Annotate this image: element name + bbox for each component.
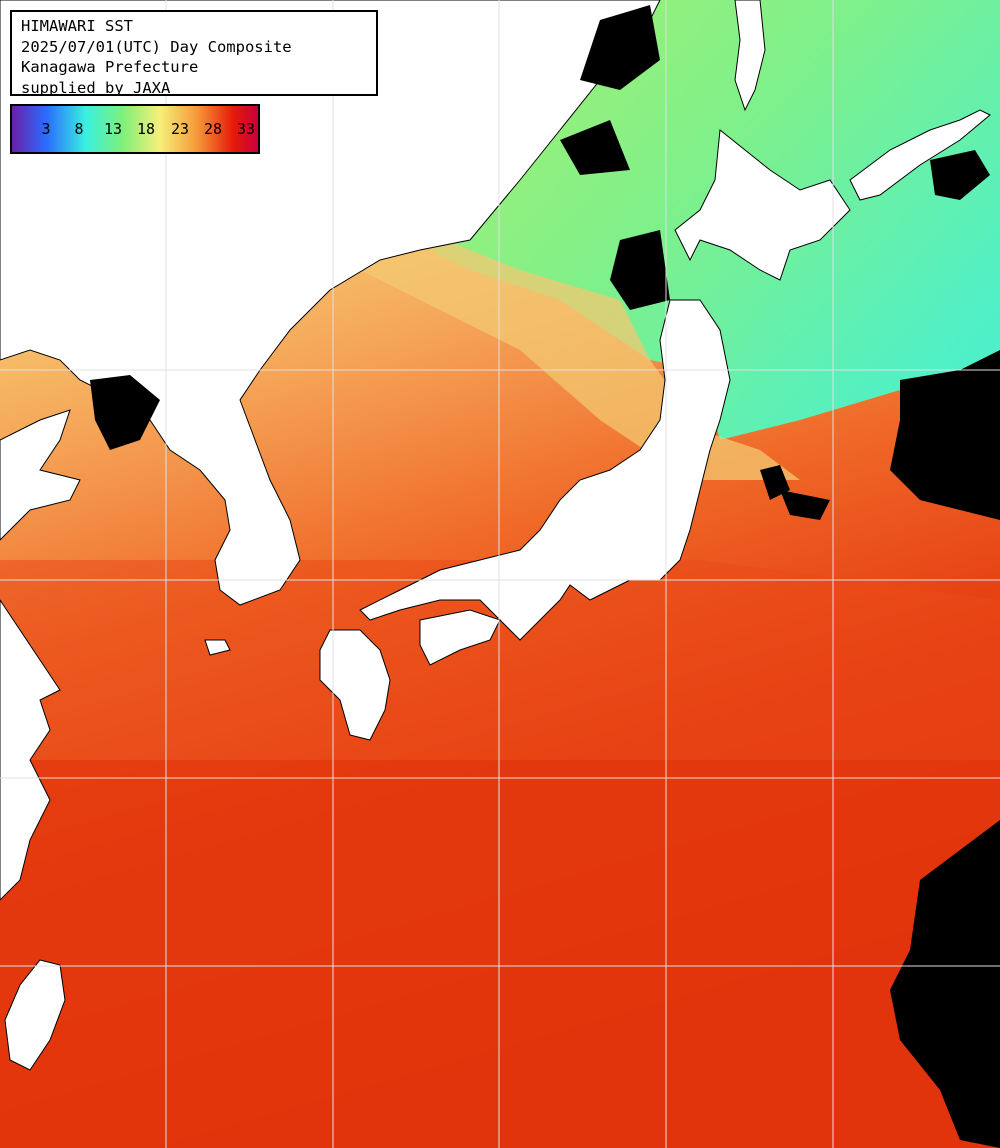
legend-tick: 3 [41,120,51,138]
china-coast [0,599,61,901]
cloud-masked-areas [90,5,1000,1148]
temperature-legend: 3 8 13 18 23 28 33 [10,104,260,154]
title-box: HIMAWARI SST 2025/07/01(UTC) Day Composi… [10,10,378,97]
title-date: 2025/07/01(UTC) Day Composite [21,37,292,56]
legend-tick: 28 [203,120,223,138]
kuroshio-region [0,760,1000,1148]
jeju-island [204,639,231,656]
legend-color-bar [12,106,258,152]
hokkaido-island [674,129,851,281]
sakhalin-island [734,0,766,112]
kuril-islands [849,109,991,201]
title-product: HIMAWARI SST [21,17,133,35]
title-region: Kanagawa Prefecture [21,58,199,76]
title-credit: supplied by JAXA [21,78,171,97]
honshu-island [359,299,731,641]
legend-tick: 33 [236,120,256,138]
legend-tick: 23 [170,120,190,138]
kyushu-island [319,629,391,741]
shandong-peninsula [0,409,81,541]
shikoku-island [419,609,501,666]
legend-tick: 18 [136,120,156,138]
legend-tick: 13 [103,120,123,138]
legend-tick: 8 [74,120,84,138]
taiwan-island [4,959,66,1071]
